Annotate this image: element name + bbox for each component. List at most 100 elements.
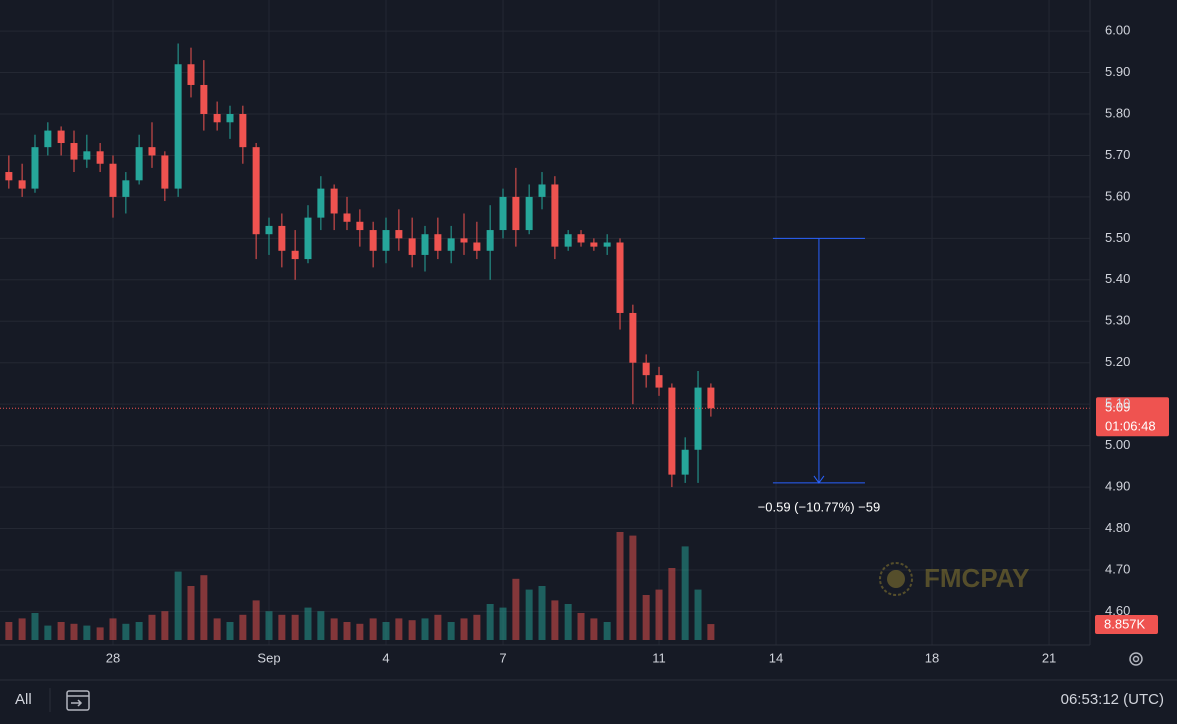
- candle-body: [317, 188, 325, 218]
- candle-body: [44, 130, 52, 148]
- y-tick-label: 4.60: [1105, 603, 1130, 618]
- x-tick-label: 14: [769, 650, 783, 665]
- candle-body: [330, 188, 338, 214]
- x-tick-label: 21: [1042, 650, 1056, 665]
- candle-body: [499, 196, 507, 231]
- candle-body: [395, 230, 403, 239]
- volume-bar: [83, 625, 91, 640]
- candle-body: [655, 375, 663, 388]
- volume-bar: [551, 600, 559, 640]
- volume-bar: [642, 595, 650, 640]
- candle-body: [447, 238, 455, 251]
- y-tick-label: 5.30: [1105, 313, 1130, 328]
- candle-body: [356, 221, 364, 231]
- candle-body: [434, 234, 442, 251]
- volume-bar: [668, 568, 676, 640]
- candle-body: [148, 147, 156, 156]
- candle-body: [291, 250, 299, 260]
- y-tick-label: 4.70: [1105, 561, 1130, 576]
- candle-body: [590, 242, 598, 247]
- x-tick-label: Sep: [257, 650, 280, 665]
- volume-bar: [681, 546, 689, 640]
- volume-bar: [473, 614, 481, 640]
- candle-body: [642, 362, 650, 376]
- candle-body: [694, 387, 702, 450]
- y-tick-label: 6.00: [1105, 23, 1130, 38]
- volume-bar: [512, 578, 520, 640]
- volume-bar: [239, 614, 247, 640]
- volume-label-box: [1095, 615, 1158, 635]
- volume-bar: [577, 613, 585, 640]
- candle-body: [408, 238, 416, 255]
- volume-bar: [538, 586, 546, 640]
- volume-bar: [187, 586, 195, 640]
- candle-body: [96, 151, 104, 164]
- volume-bar: [317, 611, 325, 640]
- volume-bar: [148, 614, 156, 640]
- volume-bar: [460, 618, 468, 640]
- volume-bar: [447, 622, 455, 640]
- candle-body: [226, 113, 234, 123]
- y-tick-label: 5.90: [1105, 64, 1130, 79]
- volume-bar: [96, 627, 104, 640]
- volume-bar: [109, 618, 117, 640]
- volume-bar: [707, 624, 715, 640]
- candle-body: [57, 130, 65, 144]
- volume-bar: [499, 607, 507, 640]
- candle-body: [525, 196, 533, 231]
- volume-bar: [343, 622, 351, 640]
- settings-icon[interactable]: [1129, 652, 1143, 666]
- volume-bar: [304, 607, 312, 640]
- volume-bar: [252, 600, 260, 640]
- volume-bar: [369, 618, 377, 640]
- candle-body: [603, 242, 611, 247]
- countdown: 01:06:48: [1105, 419, 1156, 434]
- overlay: 5.09 01:06:48 8.857K −0.59 (−10.77%) −59: [0, 237, 1169, 635]
- candle-body: [343, 213, 351, 222]
- volume-bar: [135, 622, 143, 640]
- candle-body: [18, 180, 26, 189]
- volume-bar: [616, 532, 624, 640]
- volume-bar: [694, 589, 702, 640]
- candle-body: [252, 147, 260, 235]
- volume-bar: [564, 604, 572, 640]
- x-tick-label: 11: [652, 650, 666, 665]
- candle-body: [278, 225, 286, 251]
- candle-body: [239, 113, 247, 148]
- candle-body: [421, 234, 429, 255]
- volume-bar: [382, 622, 390, 640]
- measure-label: −0.59 (−10.77%) −59: [758, 499, 881, 514]
- watermark: FMCPAY: [879, 562, 1029, 596]
- calendar-icon[interactable]: [66, 690, 90, 711]
- y-tick-label: 4.90: [1105, 479, 1130, 494]
- clock: 06:53:12 (UTC): [1061, 691, 1164, 708]
- volume-bar: [629, 535, 637, 640]
- candle-body: [122, 180, 130, 197]
- watermark-text: FMCPAY: [924, 563, 1029, 593]
- candle-body: [187, 64, 195, 85]
- candle-body: [460, 238, 468, 243]
- range-all[interactable]: All: [15, 691, 32, 708]
- y-tick-label: 5.20: [1105, 354, 1130, 369]
- volume-bar: [161, 611, 169, 640]
- y-tick-label: 5.50: [1105, 230, 1130, 245]
- y-tick-label: 4.80: [1105, 520, 1130, 535]
- candle-body: [486, 230, 494, 251]
- candle-body: [200, 84, 208, 114]
- volume-bar: [226, 622, 234, 640]
- y-tick-label: 5.80: [1105, 105, 1130, 120]
- volume-bar: [486, 604, 494, 640]
- y-tick-label: 5.70: [1105, 147, 1130, 162]
- watermark-dot: [887, 570, 905, 588]
- candle-body: [681, 449, 689, 475]
- gear-outer: [1129, 652, 1143, 666]
- y-tick-label: 5.40: [1105, 271, 1130, 286]
- watermark-ring: [879, 562, 913, 596]
- x-tick-label: 7: [499, 650, 506, 665]
- candle-body: [616, 242, 624, 313]
- candles: [5, 43, 715, 488]
- candle-body: [265, 225, 273, 235]
- candle-body: [564, 234, 572, 247]
